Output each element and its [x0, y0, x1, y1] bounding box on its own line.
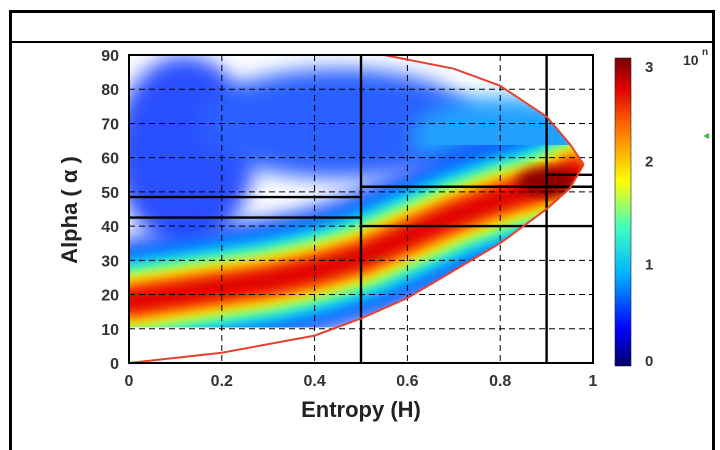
- x-tick-label: 0.6: [396, 373, 418, 390]
- x-tick-label: 0: [125, 373, 134, 390]
- feasible-boundary-curve: [128, 54, 585, 364]
- y-tick-label: 80: [101, 82, 119, 99]
- green-arrow-mark: [703, 133, 709, 139]
- colorbar-tick-label: 1: [645, 256, 653, 273]
- figure-frame: [9, 10, 715, 450]
- colorbar-tick-labels: 0 1 2 3: [645, 59, 653, 370]
- colorbar-exponent-sup: n: [702, 47, 708, 58]
- y-tick-label: 40: [101, 219, 119, 236]
- colorbar-tick-label: 0: [645, 353, 653, 370]
- colorbar-tick-label: 2: [645, 154, 653, 171]
- x-tick-label: 1: [589, 373, 598, 390]
- colorbar: [614, 57, 632, 367]
- y-axis-title: Alpha ( α ): [57, 156, 82, 264]
- y-tick-labels: 0 10 20 30 40 50 60 70 80 90: [101, 48, 119, 373]
- x-tick-label: 0.4: [303, 373, 325, 390]
- x-tick-label: 0.2: [211, 373, 233, 390]
- y-tick-label: 30: [101, 253, 119, 270]
- colorbar-exponent-base: 10: [683, 52, 699, 68]
- colorbar-tick-label: 3: [645, 59, 653, 76]
- x-axis-title: Entropy (H): [301, 397, 421, 422]
- mask-lower-region: [129, 164, 593, 363]
- axes-frame: [128, 54, 594, 364]
- density-field: [129, 55, 593, 363]
- y-tick-label: 50: [101, 185, 119, 202]
- header-divider: [9, 41, 715, 43]
- y-tick-label: 70: [101, 116, 119, 133]
- y-tick-label: 90: [101, 48, 119, 65]
- mask-upper-region: [384, 55, 593, 165]
- y-tick-label: 20: [101, 288, 119, 305]
- y-tick-label: 60: [101, 151, 119, 168]
- x-tick-label: 0.8: [489, 373, 511, 390]
- y-tick-label: 0: [110, 356, 119, 373]
- x-tick-labels: 0 0.2 0.4 0.6 0.8 1: [125, 373, 598, 390]
- y-tick-label: 10: [101, 322, 119, 339]
